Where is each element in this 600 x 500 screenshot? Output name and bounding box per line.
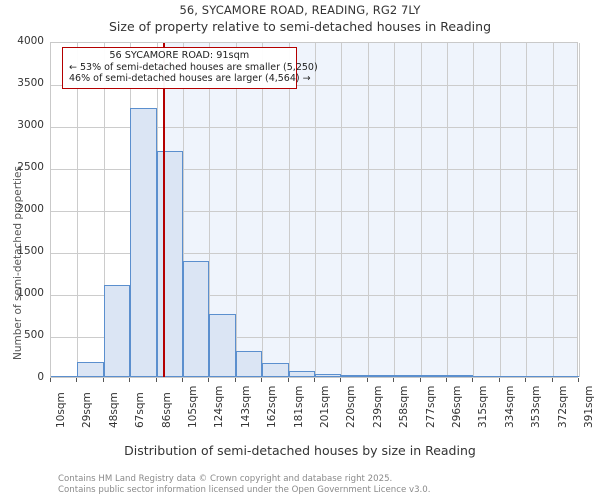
y-axis-tick-label: 2500 [17,161,44,173]
annotation-line-3: 46% of semi-detached houses are larger (… [69,73,311,84]
chart-subtitle: Size of property relative to semi-detach… [108,19,491,34]
x-axis-tick-label: 315sqm [477,385,490,428]
histogram-bar [288,370,315,377]
x-axis-tick-label: 201sqm [319,385,331,428]
property-annotation-box: 56 SYCAMORE ROAD: 91sqm ← 53% of semi-de… [62,47,318,89]
gridline-vertical [341,43,342,377]
footer-line-2: Contains public sector information licen… [58,485,431,495]
x-axis-tick-mark [234,378,236,382]
gridline-vertical [104,43,105,377]
gridline-vertical [421,43,422,377]
x-axis-tick-label: 372sqm [556,385,569,428]
histogram-bar [183,261,210,377]
x-axis-tick-label: 10sqm [55,392,67,428]
gridline-vertical [262,43,263,377]
x-axis-tick-mark [287,378,289,382]
y-axis-tick-label: 2000 [17,203,44,215]
baseline [51,375,579,377]
histogram-bar [262,363,289,377]
x-axis-tick-mark [261,378,263,382]
x-axis-tick-mark [578,378,579,382]
gridline-horizontal [51,253,577,254]
y-axis-tick-label: 1500 [17,245,44,257]
x-axis-tick-mark [182,378,183,382]
histogram-bar [103,285,131,377]
gridline-vertical [77,43,78,377]
x-axis-tick-mark [340,378,342,382]
x-axis-tick-mark [129,378,131,382]
gridline-horizontal [51,127,577,128]
gridline-horizontal [51,211,577,212]
gridline-vertical [500,43,501,377]
histogram-bar [235,351,263,377]
plot-area [50,42,580,378]
chart-title: 56, SYCAMORE ROAD, READING, RG2 7LY [179,3,421,17]
property-marker-line [162,43,165,377]
x-axis-tick-label: 258sqm [398,385,411,428]
gridline-vertical [526,43,527,377]
x-axis-tick-label: 124sqm [213,385,226,428]
y-axis-tick-label: 0 [37,371,44,383]
histogram-bar [130,108,157,377]
x-axis-tick-label: 353sqm [530,385,543,428]
gridline-vertical [473,43,474,377]
x-axis-tick-label: 296sqm [451,385,463,428]
gridline-vertical [579,43,580,377]
x-axis-tick-label: 105sqm [187,385,199,428]
x-axis-tick-label: 239sqm [371,385,384,428]
x-axis-tick-mark [314,378,315,382]
gridline-horizontal [51,337,577,338]
y-axis-tick-label: 1000 [17,287,44,299]
gridline-vertical [394,43,395,377]
y-axis-tick-label: 500 [23,329,44,341]
x-axis-tick-label: 220sqm [345,385,358,428]
x-axis-tick-mark [155,378,157,382]
y-axis-tick-label: 3500 [17,77,44,89]
x-axis-tick-label: 143sqm [239,385,252,428]
gridline-vertical [236,43,237,377]
gridline-horizontal [51,295,577,296]
histogram-bar [156,151,183,377]
x-axis-tick-label: 48sqm [107,392,120,428]
x-axis-tick-label: 67sqm [134,392,147,428]
x-axis-tick-mark [446,378,447,382]
annotation-line-1: 56 SYCAMORE ROAD: 91sqm [109,50,250,61]
x-axis-tick-mark [419,378,421,382]
gridline-vertical [368,43,369,377]
annotation-line-2: ← 53% of semi-detached houses are smalle… [69,61,318,73]
x-axis-tick-label: 162sqm [266,385,279,428]
gridline-vertical [183,43,184,377]
x-axis-tick-mark [525,378,527,382]
gridline-horizontal [51,85,577,86]
footer-line-1: Contains HM Land Registry data © Crown c… [58,474,393,484]
histogram-bar [209,313,236,377]
gridline-vertical [209,43,210,377]
gridline-horizontal [51,169,577,170]
x-axis-tick-mark [472,378,474,382]
x-axis-tick-mark [50,378,51,382]
x-axis-tick-label: 334sqm [503,385,516,428]
gridline-vertical [289,43,290,377]
gridline-vertical [447,43,448,377]
gridline-vertical [315,43,316,377]
y-axis-tick-label: 3000 [17,119,44,131]
x-axis-tick-mark [76,378,78,382]
gridline-vertical [553,43,554,377]
x-axis-tick-label: 29sqm [81,392,94,428]
x-axis-tick-mark [102,378,104,382]
x-axis-tick-label: 181sqm [292,385,305,428]
x-axis-tick-mark [393,378,395,382]
histogram-bar [77,361,104,377]
x-axis-tick-mark [551,378,553,382]
x-axis-tick-mark [208,378,210,382]
x-axis-tick-mark [498,378,500,382]
x-axis-tick-mark [366,378,368,382]
x-axis-tick-label: 391sqm [583,385,595,428]
y-axis-tick-label: 4000 [17,35,44,47]
x-axis-tick-label: 277sqm [424,385,437,428]
x-axis-title: Distribution of semi-detached houses by … [124,443,476,458]
x-axis-tick-label: 86sqm [160,392,173,428]
